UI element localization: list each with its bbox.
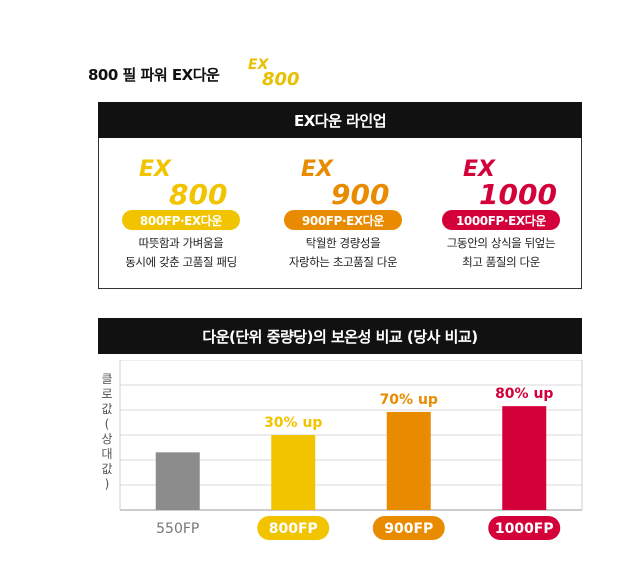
lineup-title: EX다운 라인업 <box>98 102 582 138</box>
ex800-logo: EX 800 <box>139 157 227 208</box>
category-label: 550FP <box>156 521 199 537</box>
y-label-char: 값 <box>101 462 113 476</box>
desc-line: 자랑하는 초고품질 다운 <box>288 255 398 269</box>
lineup-panel: EX 800 800FP·EX다운 따뜻함과 가벼움을 동시에 갖춘 고품질 패… <box>98 138 582 289</box>
y-label-char: 상 <box>101 432 113 446</box>
y-label-char: ) <box>104 477 110 491</box>
data-label: 70% up <box>380 392 438 408</box>
category-label: 900FP <box>384 521 433 537</box>
svg-text:900: 900 <box>331 178 389 208</box>
svg-text:EX: EX <box>463 157 496 182</box>
y-axis-label: 클 로 값 ( 상 대 값 ) <box>98 372 116 492</box>
y-label-char: 대 <box>101 447 113 461</box>
page-title: 800 필 파워 EX다운 <box>88 66 220 84</box>
ex900-logo: EX 900 <box>301 157 389 208</box>
comparison-title: 다운(단위 중량당)의 보온성 비교 (당사 비교) <box>98 318 582 354</box>
lineup-desc: 그동안의 상식을 뒤엎는 최고 품질의 다운 <box>419 234 583 272</box>
category-label: 800FP <box>269 521 318 537</box>
lineup-item-800: EX 800 800FP·EX다운 따뜻함과 가벼움을 동시에 갖춘 고품질 패… <box>99 138 259 288</box>
category-pill <box>257 516 330 540</box>
bar-550fp <box>155 452 200 510</box>
svg-text:800: 800 <box>169 178 227 208</box>
desc-line: 따뜻함과 가벼움을 <box>138 236 224 250</box>
lineup-item-900: EX 900 900FP·EX다운 탁월한 경량성을 자랑하는 초고품질 다운 <box>261 138 421 288</box>
badge-1000fp: 1000FP·EX다운 <box>442 210 560 230</box>
desc-line: 그동안의 상식을 뒤엎는 <box>446 236 556 250</box>
warmth-bar-chart: 550FP 30% up 800FP 70% up 900FP 80% up 1000FP <box>119 360 583 540</box>
svg-text:EX: EX <box>139 157 172 182</box>
ex1000-logo: EX 1000 <box>463 157 557 208</box>
y-label-char: 값 <box>101 402 113 416</box>
svg-text:800: 800 <box>262 69 300 88</box>
svg-text:1000: 1000 <box>479 178 557 208</box>
svg-text:EX: EX <box>248 57 270 73</box>
desc-line: 동시에 갖춘 고품질 패딩 <box>125 255 237 269</box>
data-label: 30% up <box>264 415 322 431</box>
desc-line: 탁월한 경량성을 <box>305 236 381 250</box>
desc-line: 최고 품질의 다운 <box>462 255 540 269</box>
badge-800fp: 800FP·EX다운 <box>122 210 240 230</box>
lineup-desc: 따뜻함과 가벼움을 동시에 갖춘 고품질 패딩 <box>99 234 263 272</box>
svg-text:EX: EX <box>301 157 334 182</box>
y-label-char: 클 <box>101 372 113 386</box>
lineup-desc: 탁월한 경량성을 자랑하는 초고품질 다운 <box>261 234 425 272</box>
bar-1000fp <box>502 406 547 510</box>
bar-900fp <box>386 411 431 510</box>
lineup-item-1000: EX 1000 1000FP·EX다운 그동안의 상식을 뒤엎는 최고 품질의 … <box>419 138 579 288</box>
category-pill <box>372 516 445 540</box>
category-label: 1000FP <box>495 521 554 537</box>
badge-900fp: 900FP·EX다운 <box>284 210 402 230</box>
data-label: 80% up <box>495 386 553 402</box>
category-pill <box>488 516 561 540</box>
bar-800fp <box>271 435 316 510</box>
ex800-logo: EX 800 <box>248 57 300 88</box>
y-label-char: ( <box>104 417 110 431</box>
y-label-char: 로 <box>101 387 113 401</box>
